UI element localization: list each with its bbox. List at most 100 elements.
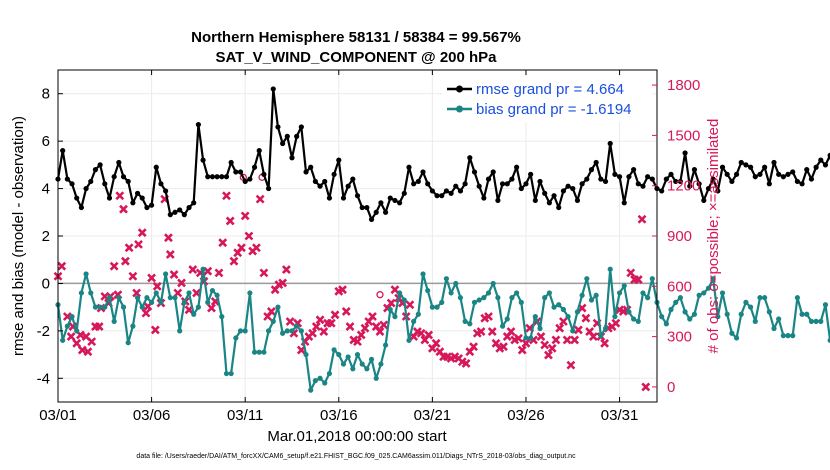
obs-assimilated-point xyxy=(278,278,288,288)
bias-point xyxy=(434,304,440,310)
bias-point xyxy=(687,316,693,322)
rmse-point xyxy=(139,195,145,201)
rmse-point xyxy=(776,171,782,177)
obs-assimilated-point xyxy=(536,332,546,342)
rmse-point xyxy=(172,209,178,215)
rmse-point xyxy=(621,200,627,206)
bias-point xyxy=(757,295,763,301)
obs-assimilated-point xyxy=(555,323,565,333)
rmse-point xyxy=(439,193,445,199)
rmse-point xyxy=(425,181,431,187)
rmse-point xyxy=(223,174,230,180)
rmse-point xyxy=(289,155,295,161)
obs-assimilated-point xyxy=(484,312,493,321)
bias-point xyxy=(574,309,581,315)
obs-assimilated-point xyxy=(152,281,162,291)
rmse-point xyxy=(214,174,220,180)
bias-point xyxy=(60,337,66,343)
rmse-point xyxy=(387,195,393,201)
obs-assimilated-point xyxy=(626,268,636,278)
bias-point xyxy=(612,314,618,320)
rmse-point xyxy=(528,171,534,177)
bias-point xyxy=(144,295,150,301)
bias-point xyxy=(631,316,637,322)
bias-point xyxy=(284,328,290,334)
bias-point xyxy=(481,295,487,301)
rmse-point xyxy=(785,171,791,177)
rmse-point xyxy=(471,169,478,175)
bias-point xyxy=(401,297,407,303)
rmse-point xyxy=(78,204,84,211)
rmse-point xyxy=(780,174,786,180)
bias-point xyxy=(97,304,103,310)
rmse-point xyxy=(574,197,581,204)
bias-point xyxy=(453,280,459,287)
rmse-point xyxy=(668,171,674,177)
bias-point xyxy=(621,283,627,289)
rmse-point xyxy=(822,162,829,168)
rmse-point xyxy=(640,183,646,189)
rmse-point xyxy=(237,169,244,175)
obs-assimilated-point xyxy=(188,265,198,274)
bias-point xyxy=(537,325,543,332)
obs-assimilated-point xyxy=(461,359,471,368)
obs-assimilated-point xyxy=(311,322,321,331)
rmse-point xyxy=(406,164,412,170)
bias-point xyxy=(804,311,810,317)
bias-point xyxy=(92,304,99,310)
bias-point xyxy=(219,314,225,320)
bias-series-layer xyxy=(55,266,830,393)
rmse-point xyxy=(705,185,712,192)
obs-assimilated-point xyxy=(87,337,97,347)
bias-point xyxy=(191,311,197,317)
obs-assimilated-point xyxy=(345,322,355,331)
bias-point xyxy=(270,318,276,324)
bias-point xyxy=(677,295,683,301)
bias-point xyxy=(247,290,253,296)
obs-assimilated-point xyxy=(600,338,610,348)
obs-assimilated-point xyxy=(132,288,142,298)
rmse-point xyxy=(270,86,276,92)
bias-point xyxy=(181,299,187,305)
rmse-point xyxy=(607,140,613,147)
rmse-point xyxy=(818,157,824,163)
rmse-point xyxy=(144,204,150,211)
rmse-point xyxy=(429,188,435,194)
obs-assimilated-point xyxy=(566,360,576,370)
obs-assimilated-point xyxy=(633,275,643,285)
obs-assimilated-point xyxy=(128,271,138,281)
chart-title: Northern Hemisphere 58131 / 58384 = 99.5… xyxy=(191,29,521,46)
rmse-point xyxy=(570,185,576,192)
obs-assimilated-point xyxy=(499,342,508,352)
rmse-point xyxy=(443,188,450,194)
rmse-point xyxy=(523,181,529,187)
rmse-point xyxy=(265,185,272,192)
bias-point xyxy=(397,290,403,296)
rmse-point xyxy=(766,181,772,187)
bias-point xyxy=(69,314,75,320)
y-axis-label: rmse and bias (model - observation) xyxy=(10,116,27,356)
rmse-series-layer xyxy=(55,86,830,222)
rmse-point xyxy=(219,174,225,180)
rmse-point xyxy=(495,197,501,204)
obs-assimilated-point xyxy=(222,191,231,201)
rmse-point xyxy=(485,176,492,182)
bias-point xyxy=(340,361,347,367)
obs-assimilated-point xyxy=(266,307,276,316)
rmse-point xyxy=(120,174,127,180)
obs-assimilated-point xyxy=(177,278,186,288)
rmse-point xyxy=(799,181,805,187)
rmse-point xyxy=(134,190,141,196)
obs-assimilated-point xyxy=(137,228,147,238)
rmse-point xyxy=(827,152,830,158)
bias-point xyxy=(233,335,239,341)
rmse-point xyxy=(556,204,562,211)
bias-point xyxy=(448,290,454,296)
obs-assimilated-point xyxy=(62,312,72,321)
bias-point xyxy=(640,290,646,296)
bias-point xyxy=(752,318,758,324)
bias-point xyxy=(476,297,482,303)
rmse-point xyxy=(102,181,108,187)
bias-point xyxy=(177,328,183,334)
obs-assimilated-point xyxy=(57,261,67,271)
